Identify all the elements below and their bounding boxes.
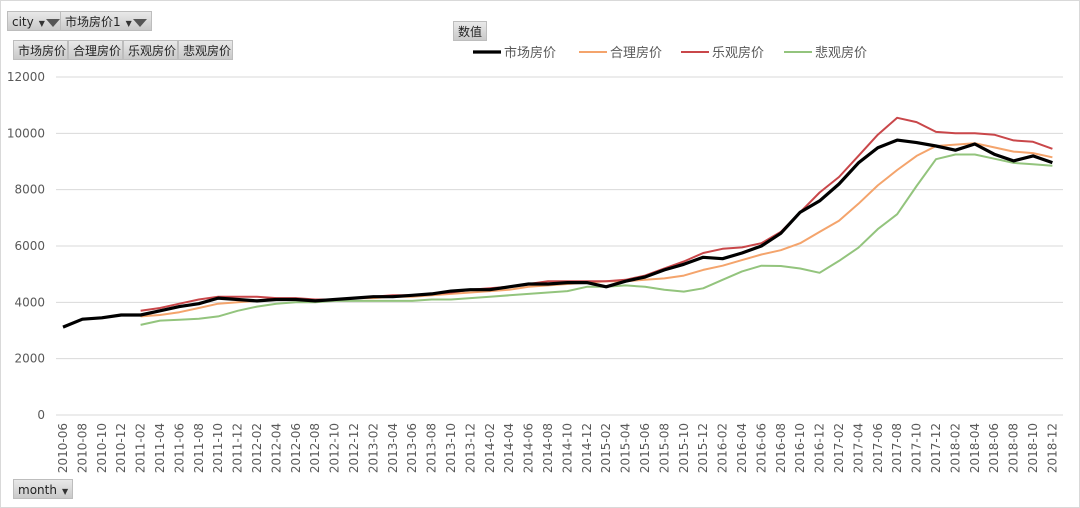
y-tick-label: 10000 <box>7 126 45 140</box>
y-tick-label: 2000 <box>14 352 45 366</box>
series-line-2 <box>140 142 1053 318</box>
series-line-1 <box>62 138 1053 329</box>
x-tick-label: 2012-08 <box>308 423 322 473</box>
x-tick-label: 2018-04 <box>968 423 982 473</box>
month-axis-button[interactable]: month ▼ <box>13 479 74 499</box>
x-tick-label: 2015-02 <box>599 423 613 473</box>
x-tick-label: 2016-10 <box>793 423 807 473</box>
value-button-market[interactable]: 市场房价 <box>13 40 68 60</box>
price-filter-label: 市场房价1 <box>65 15 121 29</box>
y-tick-label: 12000 <box>7 70 45 84</box>
x-tick-label: 2013-08 <box>425 423 439 473</box>
x-tick-label: 2012-02 <box>250 423 264 473</box>
x-tick-label: 2018-08 <box>1007 423 1021 473</box>
value-button-reasonable[interactable]: 合理房价 <box>68 40 123 60</box>
x-tick-label: 2013-04 <box>386 423 400 473</box>
x-tick-label: 2012-06 <box>289 423 303 473</box>
value-button-pessimistic[interactable]: 悲观房价 <box>178 40 233 60</box>
values-field-button[interactable]: 数值 <box>453 21 488 41</box>
x-tick-label: 2016-04 <box>735 423 749 473</box>
x-tick-label: 2014-12 <box>580 423 594 473</box>
x-tick-label: 2014-04 <box>502 423 516 473</box>
filter-icon <box>45 18 60 27</box>
x-tick-label: 2015-04 <box>619 423 633 473</box>
legend-entry: 合理房价 <box>610 45 662 61</box>
x-tick-label: 2017-04 <box>851 423 865 473</box>
x-tick-label: 2014-08 <box>541 423 555 473</box>
x-tick-label: 2012-12 <box>347 423 361 473</box>
dropdown-icon: ▼ <box>38 19 45 28</box>
x-tick-label: 2015-08 <box>657 423 671 473</box>
x-tick-label: 2014-06 <box>522 423 536 473</box>
x-tick-label: 2016-08 <box>774 423 788 473</box>
x-tick-label: 2018-06 <box>987 423 1001 473</box>
x-tick-label: 2013-12 <box>463 423 477 473</box>
city-filter-button[interactable]: city ▼ <box>7 11 65 31</box>
x-tick-label: 2015-06 <box>638 423 652 473</box>
y-tick-label: 4000 <box>14 295 45 309</box>
legend-entry: 市场房价 <box>504 45 556 61</box>
x-tick-label: 2011-08 <box>192 423 206 473</box>
x-tick-label: 2011-10 <box>211 423 225 473</box>
x-tick-label: 2017-10 <box>910 423 924 473</box>
x-tick-label: 2017-06 <box>871 423 885 473</box>
x-tick-label: 2016-02 <box>716 423 730 473</box>
y-tick-label: 8000 <box>14 183 45 197</box>
y-tick-label: 0 <box>37 408 45 422</box>
x-tick-label: 2012-04 <box>269 423 283 473</box>
filter-icon <box>132 18 147 27</box>
x-tick-label: 2012-10 <box>328 423 342 473</box>
x-tick-label: 2013-10 <box>444 423 458 473</box>
x-tick-label: 2018-12 <box>1045 423 1059 473</box>
x-tick-label: 2017-12 <box>929 423 943 473</box>
x-tick-label: 2017-02 <box>832 423 846 473</box>
x-tick-label: 2014-02 <box>483 423 497 473</box>
x-tick-label: 2014-10 <box>560 423 574 473</box>
x-tick-label: 2011-02 <box>134 423 148 473</box>
price-filter-button[interactable]: 市场房价1 ▼ <box>60 11 152 31</box>
x-tick-label: 2013-06 <box>405 423 419 473</box>
month-axis-label: month <box>18 483 57 497</box>
x-tick-label: 2015-10 <box>677 423 691 473</box>
x-tick-label: 2010-08 <box>75 423 89 473</box>
x-tick-label: 2016-06 <box>754 423 768 473</box>
value-button-optimistic[interactable]: 乐观房价 <box>123 40 178 60</box>
x-tick-label: 2017-08 <box>890 423 904 473</box>
x-tick-label: 2013-02 <box>366 423 380 473</box>
series-line-3 <box>140 116 1053 312</box>
x-tick-label: 2010-10 <box>95 423 109 473</box>
series-line-4 <box>140 153 1053 326</box>
x-tick-label: 2011-04 <box>153 423 167 473</box>
x-tick-label: 2018-02 <box>948 423 962 473</box>
x-tick-label: 2011-06 <box>172 423 186 473</box>
x-tick-label: 2010-06 <box>56 423 70 473</box>
x-tick-label: 2011-12 <box>231 423 245 473</box>
city-filter-label: city <box>12 15 34 29</box>
dropdown-icon: ▼ <box>61 487 69 496</box>
legend-entry: 乐观房价 <box>712 45 764 61</box>
y-tick-label: 6000 <box>14 239 45 253</box>
x-tick-label: 2016-12 <box>813 423 827 473</box>
x-tick-label: 2015-12 <box>696 423 710 473</box>
legend-entry: 悲观房价 <box>815 45 867 61</box>
dropdown-icon: ▼ <box>125 19 132 28</box>
x-tick-label: 2010-12 <box>114 423 128 473</box>
x-tick-label: 2018-10 <box>1026 423 1040 473</box>
